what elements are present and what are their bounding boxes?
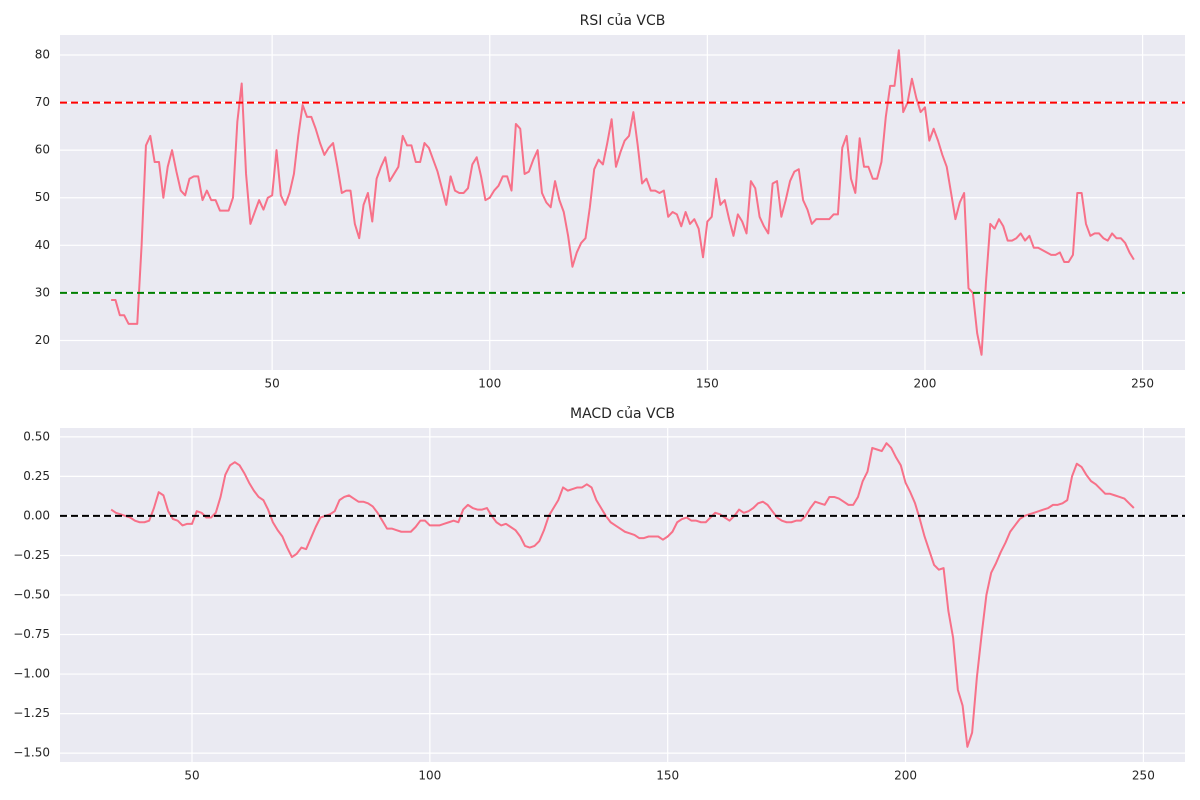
y-tick-label: 60 [35, 143, 50, 157]
data-line [110, 442, 1135, 748]
x-tick-label: 250 [1131, 377, 1154, 391]
plot-area [60, 35, 1185, 370]
x-tick-label: 150 [696, 377, 719, 391]
y-tick-label: 40 [35, 238, 50, 252]
data-line [111, 49, 1135, 356]
y-tick-label: 0.00 [23, 508, 50, 522]
y-tick-label: 70 [35, 95, 50, 109]
y-tick-label: −1.25 [13, 706, 50, 720]
x-tick-label: 150 [656, 769, 679, 783]
y-tick-label: 0.25 [23, 469, 50, 483]
y-tick-label: −1.50 [13, 746, 50, 760]
y-tick-label: 50 [35, 190, 50, 204]
y-tick-label: −0.75 [13, 627, 50, 641]
x-tick-label: 200 [914, 377, 937, 391]
x-tick-label: 100 [418, 769, 441, 783]
chart-title: MACD của VCB [570, 406, 675, 422]
y-tick-label: −1.00 [13, 667, 50, 681]
y-tick-label: −0.50 [13, 588, 50, 602]
x-tick-label: 100 [478, 377, 501, 391]
y-tick-label: 20 [35, 333, 50, 347]
y-tick-label: 30 [35, 285, 50, 299]
chart-title: RSI của VCB [580, 13, 666, 29]
y-tick-label: −0.25 [13, 548, 50, 562]
y-tick-label: 0.50 [23, 429, 50, 443]
x-tick-label: 50 [265, 377, 280, 391]
x-tick-label: 50 [184, 769, 199, 783]
y-tick-label: 80 [35, 47, 50, 61]
x-tick-label: 200 [894, 769, 917, 783]
x-tick-label: 250 [1132, 769, 1155, 783]
